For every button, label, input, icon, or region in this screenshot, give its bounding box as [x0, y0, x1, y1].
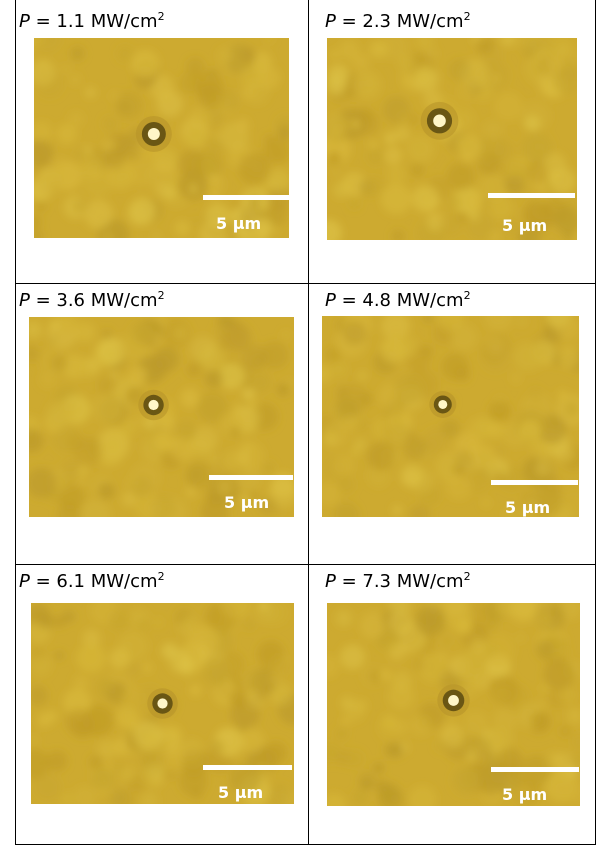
panel-4-label: P = 4.8 MW/cm2: [325, 289, 471, 311]
panel-grid: [15, 0, 596, 845]
panel-5-label: P = 6.1 MW/cm2: [19, 570, 165, 592]
micrograph-texture: [34, 38, 289, 238]
scale-bar-panel-6: [491, 767, 579, 772]
particle-core: [448, 695, 459, 706]
scale-label-panel-3: 5 µm: [224, 493, 270, 512]
scale-bar-panel-3: [209, 475, 293, 480]
scale-bar-panel-5: [203, 765, 292, 770]
micrograph-panel-6: [327, 603, 580, 806]
micrograph-panel-4: [322, 316, 579, 517]
scale-label-panel-5: 5 µm: [218, 783, 264, 802]
micrograph-panel-2: [327, 38, 577, 240]
panel-6-label: P = 7.3 MW/cm2: [325, 570, 471, 592]
micrograph-panel-1: [34, 38, 289, 238]
scale-bar-panel-2: [488, 193, 575, 198]
particle-core: [147, 128, 160, 140]
scale-label-panel-6: 5 µm: [502, 785, 548, 804]
panel-3-label: P = 3.6 MW/cm2: [19, 289, 165, 311]
particle-core: [157, 698, 168, 709]
row-divider-2: [15, 564, 596, 565]
micrograph-texture: [327, 603, 580, 806]
micrograph-texture: [322, 316, 579, 517]
scale-bar-panel-1: [203, 195, 289, 200]
micrograph-panel-3: [29, 317, 294, 517]
particle-core: [148, 399, 159, 411]
column-divider: [308, 0, 309, 845]
micrograph-texture: [31, 603, 294, 804]
micrograph-texture: [29, 317, 294, 517]
micrograph-panel-5: [31, 603, 294, 804]
scale-label-panel-4: 5 µm: [505, 498, 551, 517]
scale-label-panel-2: 5 µm: [502, 216, 548, 235]
panel-1-label: P = 1.1 MW/cm2: [19, 10, 165, 32]
particle-core: [433, 114, 446, 128]
micrograph-texture: [327, 38, 577, 240]
scale-label-panel-1: 5 µm: [216, 214, 262, 233]
panel-2-label: P = 2.3 MW/cm2: [325, 10, 471, 32]
row-divider-1: [15, 283, 596, 284]
particle-core: [438, 399, 448, 409]
scale-bar-panel-4: [491, 480, 578, 485]
